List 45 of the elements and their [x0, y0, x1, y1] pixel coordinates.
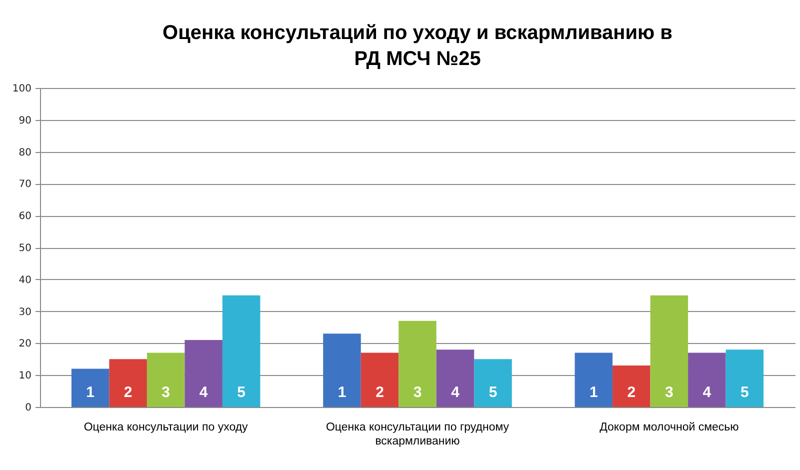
y-tick-label: 10	[18, 370, 32, 382]
x-tick-label: Оценка консультации по грудному вскармливанию	[326, 422, 510, 448]
x-tick-label: Оценка консультации по уходу	[84, 422, 248, 434]
text: 4	[451, 384, 460, 401]
chart-title: Оценка консультаций по уходу и вскармливанию в РД МСЧ №25	[162, 22, 672, 70]
bar	[436, 350, 474, 407]
bar	[612, 366, 650, 407]
bar	[323, 334, 361, 407]
bar	[474, 359, 512, 407]
bar	[109, 359, 147, 407]
text: 3	[413, 384, 422, 401]
bar	[146, 352, 185, 407]
text: 3	[664, 384, 674, 401]
bar	[398, 320, 436, 407]
bar	[71, 368, 110, 407]
y-tick-label: 70	[18, 179, 32, 190]
bar	[688, 352, 726, 407]
series-label: 2	[124, 384, 132, 401]
bar	[726, 350, 764, 407]
series-label: 3	[162, 384, 170, 401]
x-tick-label: Докорм молочной смесью	[600, 422, 740, 434]
y-tick-label: 20	[18, 338, 32, 350]
bar	[574, 352, 613, 407]
y-tick-label: 100	[12, 84, 32, 94]
text: 2	[627, 384, 636, 401]
bar	[222, 295, 260, 407]
series-label: 1	[86, 384, 95, 401]
y-tick-label: 30	[18, 306, 32, 318]
y-tick-label: 90	[18, 115, 32, 126]
text: 1	[338, 384, 346, 401]
y-tick-label: 80	[18, 147, 32, 158]
series-label: 5	[237, 384, 246, 401]
text: 2	[376, 384, 384, 401]
series-label: 4	[199, 384, 208, 401]
y-tick-label: 60	[18, 211, 32, 222]
y-tick-label: 40	[18, 274, 32, 286]
text: 5	[740, 384, 749, 401]
text: 1	[589, 384, 598, 401]
y-tick-label: 50	[18, 243, 32, 254]
y-tick-label: 0	[25, 402, 32, 414]
bar	[184, 340, 222, 407]
text: 4	[702, 384, 712, 401]
text: 5	[488, 384, 498, 401]
bar	[360, 352, 399, 407]
bar	[650, 295, 688, 407]
